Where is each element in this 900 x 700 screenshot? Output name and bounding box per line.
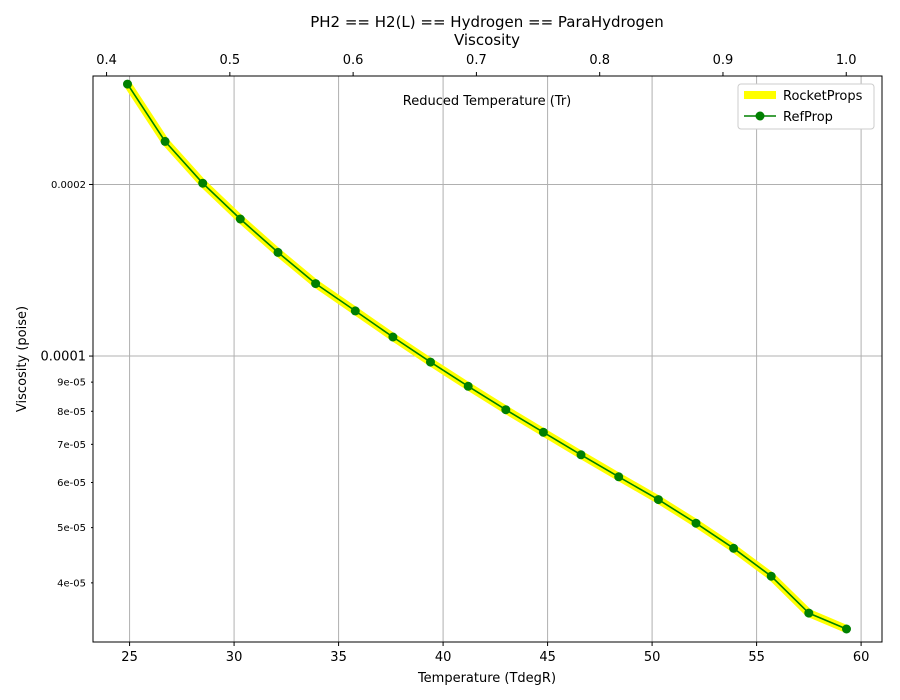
data-point-refprop — [766, 571, 776, 581]
legend-marker-refprop — [755, 111, 765, 121]
x-tick-label: 25 — [121, 650, 138, 665]
data-point-refprop — [426, 357, 435, 367]
data-point-refprop — [350, 306, 360, 316]
axes: 25 30 35 40 45 50 55 60 0.4 0.5 0.6 0.7 0.8 0.9 1.0 0.0… — [41, 53, 870, 665]
legend-label-refprop: RefProp — [783, 110, 833, 125]
data-point-refprop — [804, 608, 814, 618]
data-series — [123, 79, 851, 634]
data-point-refprop — [729, 543, 739, 553]
data-point-refprop — [842, 624, 851, 634]
y-axis-label: Viscosity (poise) — [15, 306, 30, 412]
x-tick-label: 50 — [644, 650, 661, 665]
x2-axis-label: Reduced Temperature (Tr) — [403, 94, 571, 109]
legend-label-rocketprops: RocketProps — [783, 89, 863, 104]
x2-tick-label: 0.4 — [96, 53, 117, 68]
x-tick-label: 35 — [330, 650, 347, 665]
data-point-refprop — [123, 79, 132, 89]
data-point-refprop — [388, 332, 398, 342]
y-minor-tick-label: 7e-05 — [57, 440, 86, 451]
data-point-refprop — [576, 450, 586, 460]
y-minor-tick-label: 5e-05 — [57, 523, 86, 534]
data-point-refprop — [463, 381, 473, 391]
data-point-refprop — [235, 214, 245, 224]
grid-lines — [93, 76, 882, 642]
y-major-tick-label: 0.0002 — [51, 180, 86, 191]
data-point-refprop — [160, 136, 170, 146]
x-tick-label: 55 — [748, 650, 765, 665]
x2-tick-label: 0.5 — [219, 53, 240, 68]
data-point-refprop — [691, 518, 701, 528]
x2-tick-label: 0.9 — [713, 53, 734, 68]
x-tick-label: 45 — [539, 650, 556, 665]
data-point-refprop — [538, 427, 548, 437]
y-major-tick-label: 0.0001 — [41, 350, 87, 365]
y-minor-tick-label: 8e-05 — [57, 407, 86, 418]
x2-tick-label: 0.8 — [589, 53, 610, 68]
x-tick-label: 30 — [226, 650, 243, 665]
legend: RocketProps RefProp — [737, 83, 875, 130]
y-minor-tick-label: 4e-05 — [57, 578, 86, 589]
x2-tick-label: 1.0 — [836, 53, 857, 68]
x-tick-label: 60 — [853, 650, 870, 665]
y-minor-tick-label: 6e-05 — [57, 478, 86, 489]
data-point-refprop — [653, 495, 663, 505]
data-point-refprop — [273, 247, 283, 257]
chart-title: PH2 == H2(L) == Hydrogen == ParaHydrogen — [310, 13, 664, 31]
data-point-refprop — [501, 405, 511, 415]
x2-tick-label: 0.6 — [343, 53, 364, 68]
series-line-refprop — [126, 83, 847, 630]
x2-tick-label: 0.7 — [466, 53, 487, 68]
data-point-refprop — [198, 178, 208, 188]
x-axis-label: Temperature (TdegR) — [417, 671, 556, 686]
y-minor-tick-label: 9e-05 — [57, 378, 86, 389]
data-point-refprop — [614, 472, 624, 482]
chart-subtitle: Viscosity — [454, 31, 520, 49]
x-tick-label: 40 — [435, 650, 452, 665]
data-point-refprop — [311, 279, 321, 289]
plot-frame — [92, 75, 883, 643]
